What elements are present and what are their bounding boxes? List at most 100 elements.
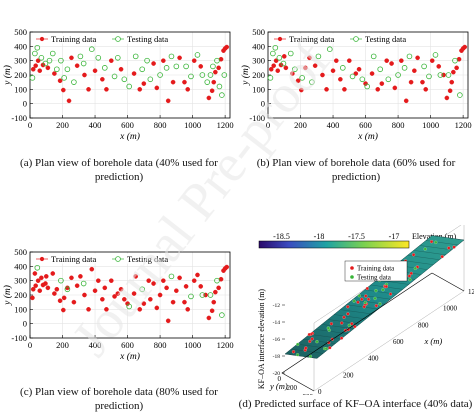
testing-data-point: [34, 264, 41, 271]
training-data-point: [412, 68, 417, 73]
training-data-point: [436, 64, 442, 69]
training-data-point: [100, 77, 105, 82]
testing-data-point: [381, 288, 385, 292]
legend-marker: [350, 266, 354, 270]
legend: Training data Testing data: [34, 253, 178, 264]
testing-data-point: [426, 73, 432, 80]
testing-data-point: [324, 347, 328, 351]
testing-data-point: [32, 50, 38, 57]
training-data-point: [307, 332, 311, 337]
training-data-point: [191, 278, 197, 283]
y-axis-label: y (m): [240, 65, 251, 86]
surface-mesh-line: [340, 309, 373, 315]
colorbar: [258, 240, 410, 249]
training-data-point: [366, 297, 371, 301]
testing-data-point: [188, 293, 194, 300]
training-data-point: [151, 281, 156, 286]
y-tick-label: -100: [11, 333, 27, 343]
training-data-point: [141, 301, 147, 306]
testing-data-point: [267, 75, 274, 81]
training-data-point: [43, 281, 48, 286]
y-tick-label: 400: [14, 41, 27, 51]
testing-data-point: [374, 289, 378, 293]
testing-data-point: [194, 52, 201, 58]
training-data-point: [407, 274, 412, 278]
training-data-point: [328, 346, 332, 350]
training-data-point: [43, 274, 49, 279]
training-data-point: [342, 87, 347, 92]
training-data-point: [462, 44, 468, 50]
training-data-point: [451, 69, 456, 75]
training-data-point: [342, 315, 346, 319]
y-tick-label: 100: [252, 84, 265, 94]
testing-data-point: [339, 65, 346, 71]
x-tick-label: 0: [28, 120, 32, 130]
x-tick-label: 400: [368, 355, 379, 363]
testing-data-point: [111, 73, 118, 80]
training-data-point: [295, 78, 301, 84]
caption-b-line2: prediction): [331, 171, 381, 183]
training-data-point: [30, 286, 36, 292]
colorbar-tick-label: -17: [389, 232, 400, 241]
training-data-point: [118, 286, 124, 292]
training-data-point: [131, 291, 137, 296]
training-data-point: [454, 65, 459, 71]
x-tick-label: 400: [327, 120, 340, 130]
x-axis-label: x (m): [119, 131, 140, 142]
training-data-point: [148, 297, 153, 302]
scatter-chart-c: 0 200 400 600 800 1000 1200-100010020030040050…: [2, 247, 234, 362]
x-tick-label: 0: [266, 120, 270, 130]
testing-data-point: [423, 247, 427, 251]
legend-marker: [115, 36, 121, 42]
training-data-point: [66, 98, 72, 104]
y-tick-label: 500: [14, 27, 27, 37]
testing-data-point: [326, 326, 330, 330]
training-data-point: [177, 275, 182, 281]
training-data-point: [52, 291, 57, 296]
training-data-point: [82, 72, 87, 78]
testing-data-point: [188, 73, 194, 80]
z-tick-label: -12: [273, 303, 281, 309]
training-data-point: [423, 87, 429, 92]
y-tick-label: 200: [14, 70, 27, 80]
x-axis-label: x (m): [119, 351, 140, 362]
training-data-point: [412, 253, 416, 257]
z-tick-label: -16: [273, 337, 281, 343]
training-data-point: [33, 63, 38, 68]
testing-data-point: [216, 83, 223, 90]
surface-mesh-line: [333, 314, 367, 320]
training-data-point: [211, 79, 217, 85]
panel-d: -18.5-18-17.5-17Elevation (m)-20-18-16-1…: [237, 225, 474, 415]
training-data-point: [350, 322, 354, 326]
testing-data-point: [364, 83, 370, 90]
y-axis-label: y (m): [269, 381, 288, 391]
training-data-point: [440, 255, 444, 259]
training-data-point: [356, 300, 360, 304]
testing-data-point: [401, 65, 408, 71]
training-data-point: [375, 87, 381, 92]
testing-data-point: [296, 342, 300, 347]
x-tick-label: 1200: [455, 120, 472, 130]
testing-data-point: [434, 240, 438, 244]
training-data-point: [54, 286, 60, 292]
testing-data-point: [147, 76, 154, 83]
testing-data-point: [295, 353, 300, 357]
training-data-point: [346, 305, 350, 309]
testing-data-point: [168, 53, 175, 60]
y-tick-label: -100: [11, 113, 27, 123]
testing-data-point: [168, 273, 175, 280]
training-data-point: [216, 285, 221, 291]
training-data-point: [340, 321, 344, 325]
training-data-point: [182, 299, 187, 305]
training-data-point: [389, 61, 394, 66]
training-data-point: [291, 350, 296, 354]
caption-a-line1: (a) Plan view of borehole data (40% used…: [20, 157, 218, 169]
x-tick-label: 200: [294, 120, 307, 130]
training-data-point: [379, 81, 385, 86]
training-data-point: [206, 315, 212, 321]
testing-data-point: [207, 292, 214, 298]
x-tick-label: 600: [121, 120, 134, 130]
training-data-point: [174, 288, 179, 293]
testing-data-point: [363, 300, 367, 305]
testing-data-point: [352, 299, 356, 303]
